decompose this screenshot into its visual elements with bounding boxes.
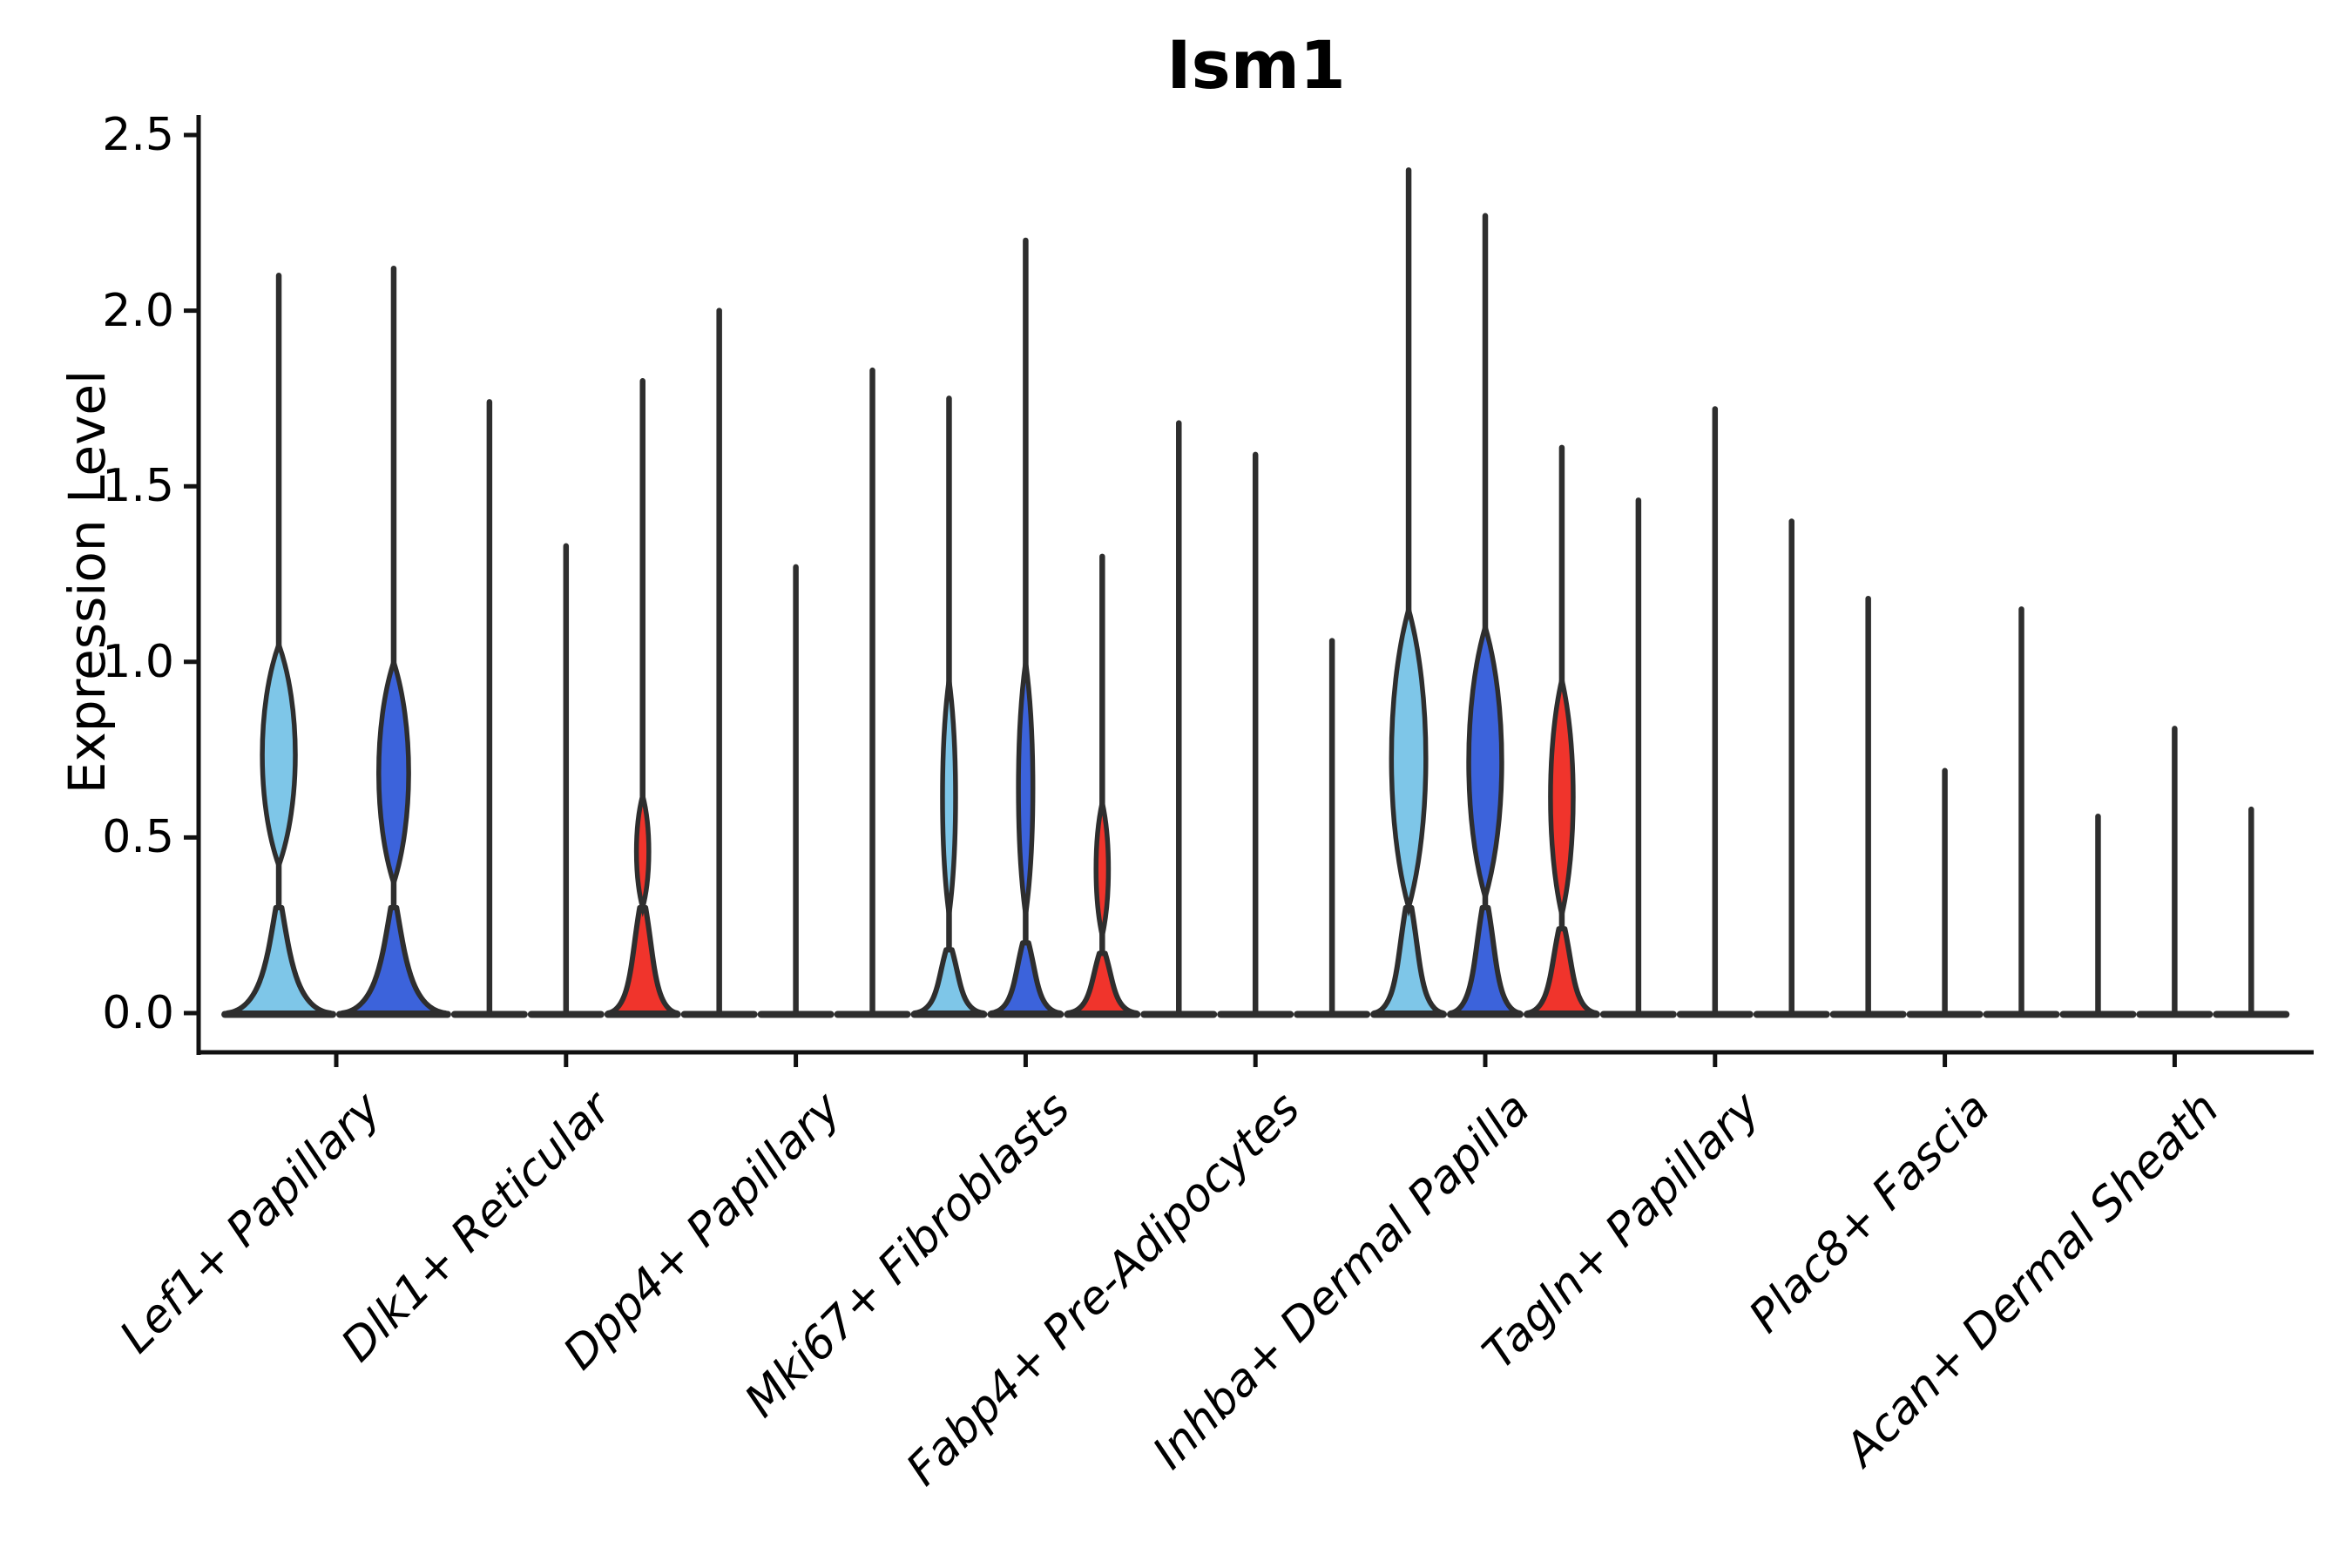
violin xyxy=(336,265,451,1018)
chart-title: Ism1 xyxy=(1166,26,1346,104)
violin xyxy=(1217,451,1294,1018)
violin xyxy=(1523,444,1600,1018)
violin xyxy=(1140,420,1218,1018)
violin xyxy=(450,399,528,1018)
violin xyxy=(1906,767,1984,1018)
y-tick-label: 1.5 xyxy=(102,460,174,513)
y-tick-label: 2.0 xyxy=(102,284,174,337)
violin xyxy=(757,564,835,1018)
violin xyxy=(527,543,605,1018)
violin xyxy=(1753,518,1830,1018)
violin xyxy=(1829,595,1907,1018)
y-axis-label: Expression Level xyxy=(57,369,117,794)
y-axis-ticks xyxy=(184,132,199,1016)
y-tick-label: 0.5 xyxy=(102,811,174,864)
violin xyxy=(604,377,681,1018)
violin xyxy=(1599,497,1677,1018)
x-axis-ticks xyxy=(334,1052,2177,1067)
violin xyxy=(1676,406,1754,1018)
violin xyxy=(910,395,988,1018)
violin xyxy=(1983,606,2060,1018)
violin xyxy=(221,273,336,1018)
violins-layer xyxy=(221,167,2290,1018)
violin xyxy=(834,367,911,1018)
violin xyxy=(1447,213,1524,1018)
violin xyxy=(987,237,1064,1018)
y-tick-label: 2.5 xyxy=(102,109,174,161)
violin xyxy=(680,308,758,1018)
y-tick-label: 1.0 xyxy=(102,635,174,688)
violin xyxy=(1370,167,1448,1018)
violin xyxy=(1294,638,1371,1018)
violin xyxy=(2059,813,2137,1018)
violin xyxy=(2136,726,2213,1018)
y-tick-label: 0.0 xyxy=(102,987,174,1039)
violin xyxy=(2213,806,2290,1018)
violin xyxy=(1064,553,1141,1018)
